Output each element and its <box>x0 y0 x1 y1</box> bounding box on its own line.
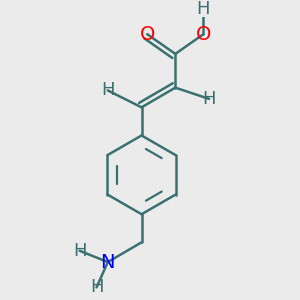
Text: H: H <box>90 278 103 296</box>
Text: H: H <box>197 0 210 18</box>
Text: H: H <box>101 82 115 100</box>
Text: H: H <box>73 242 86 260</box>
Text: O: O <box>196 25 211 44</box>
Text: H: H <box>202 90 216 108</box>
Text: N: N <box>100 253 115 272</box>
Text: O: O <box>140 25 155 44</box>
